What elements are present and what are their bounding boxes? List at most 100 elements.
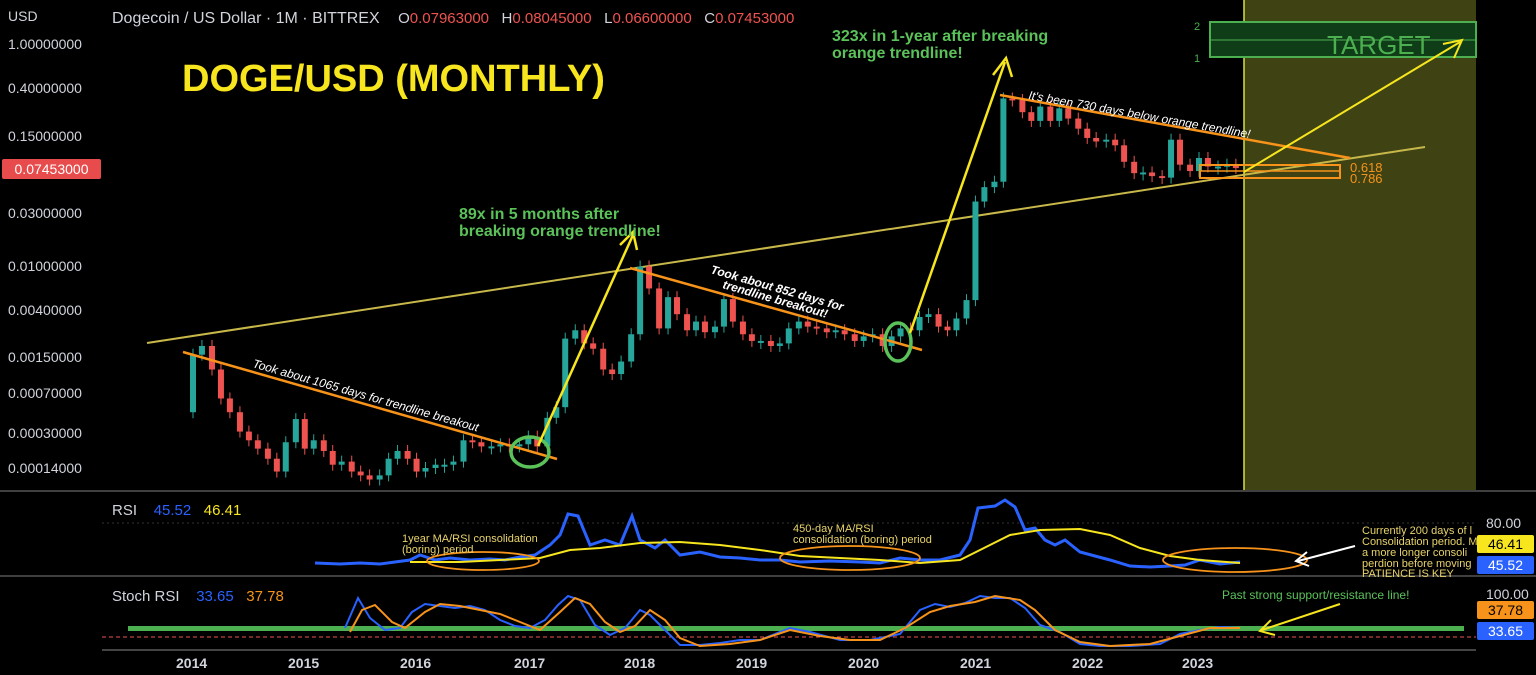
- candle-body: [972, 201, 979, 301]
- candle-body: [366, 475, 373, 480]
- candle-body: [628, 334, 635, 362]
- candle-body: [292, 419, 299, 443]
- candle-body: [813, 326, 820, 329]
- candle-body: [944, 326, 951, 331]
- candle-body: [637, 266, 644, 335]
- candle-body: [935, 314, 942, 327]
- candle-body: [712, 326, 719, 333]
- stoch-line-orange: [349, 594, 1240, 648]
- candle-body: [329, 450, 336, 465]
- x-tick: 2019: [736, 655, 767, 671]
- rsi-line-yellow: [410, 527, 1241, 565]
- candle-body: [357, 471, 364, 476]
- candle-body: [851, 334, 858, 341]
- x-tick: 2015: [288, 655, 319, 671]
- candle-body: [1187, 164, 1194, 172]
- y-tick: 0.00030000: [8, 425, 82, 441]
- candle-body: [1204, 158, 1211, 167]
- candle-body: [916, 317, 923, 331]
- y-tick: 0.40000000: [8, 80, 82, 96]
- ohlc-values: O0.07963000 H0.08045000 L0.06600000 C0.0…: [398, 10, 795, 27]
- rsi-consolidation-ellipse-2: [779, 545, 921, 571]
- chart-title: DOGE/USD (MONTHLY): [182, 58, 605, 100]
- rsi-legend[interactable]: RSI 45.52 46.41: [112, 502, 242, 519]
- rsi-annotation-2a: 450-day MA/RSI: [793, 523, 874, 535]
- candle-body: [1112, 139, 1119, 146]
- annotation-323x: 323x in 1-year after breaking orange tren…: [832, 28, 1049, 62]
- candle-body: [1103, 139, 1110, 142]
- rsi-line-blue: [314, 498, 1241, 569]
- candle-body: [767, 340, 774, 346]
- candle-body: [701, 321, 708, 333]
- candle-body: [897, 328, 904, 337]
- candle-body: [1047, 106, 1054, 121]
- candle-body: [991, 181, 998, 188]
- x-tick: 2014: [176, 655, 207, 671]
- rsi-annotation-1b: (boring) period: [402, 544, 474, 556]
- annotation-89x: 89x in 5 months after breaking orange tre…: [459, 206, 661, 240]
- fib-level-1: 1: [1194, 53, 1200, 65]
- candle-body: [497, 444, 504, 447]
- x-axis: 2014 2015 2016 2017 2018 2019 2020 2021 …: [176, 655, 1213, 671]
- rsi-annotation-1a: 1year MA/RSI consolidation: [402, 533, 538, 545]
- candle-body: [860, 336, 867, 341]
- candle-body: [776, 343, 783, 346]
- long-term-trendline: [146, 146, 1426, 344]
- candle-body: [226, 398, 233, 413]
- candle-body: [684, 314, 691, 331]
- x-tick: 2016: [400, 655, 431, 671]
- candle-body: [320, 440, 327, 451]
- candle-body: [562, 338, 569, 408]
- candle-body: [963, 300, 970, 319]
- y-tick: 0.01000000: [8, 258, 82, 274]
- candle-body: [254, 440, 261, 449]
- candle-body: [581, 330, 588, 344]
- candle-body: [665, 297, 672, 329]
- candle-body: [413, 458, 420, 472]
- breakout-circle-2020: [883, 321, 913, 363]
- candle-body: [729, 299, 736, 322]
- candle-body: [1232, 164, 1239, 169]
- rsi-note-line1: Currently 200 days of l: [1362, 525, 1472, 537]
- x-tick: 2023: [1182, 655, 1213, 671]
- rsi-note-line4: perdion before moving: [1362, 558, 1471, 570]
- candle-body: [1084, 128, 1091, 138]
- candle-body: [757, 340, 764, 343]
- candle-body: [488, 446, 495, 449]
- candle-body: [656, 288, 663, 329]
- candle-body: [804, 321, 811, 327]
- symbol-header[interactable]: Dogecoin / US Dollar · 1M · BITTREX O0.0…: [112, 10, 794, 28]
- candle-body: [646, 266, 653, 289]
- candle-body: [534, 436, 541, 447]
- candle-body: [748, 334, 755, 341]
- currency-label: USD: [8, 8, 38, 24]
- rsi-consolidation-ellipse-1: [426, 551, 540, 571]
- candle-body: [673, 297, 680, 315]
- candle-body: [441, 464, 448, 467]
- stoch-legend[interactable]: Stoch RSI 33.65 37.78: [112, 588, 284, 605]
- y-tick: 0.00150000: [8, 349, 82, 365]
- candle-body: [618, 361, 625, 375]
- candle-body: [1093, 137, 1100, 142]
- candle-body: [264, 448, 271, 459]
- candle-body: [1028, 112, 1035, 121]
- stoch-badge-orange: 37.78: [1477, 601, 1534, 619]
- candle-body: [1009, 98, 1016, 101]
- orange-trendline-3: [999, 93, 1351, 160]
- candle-body: [609, 369, 616, 375]
- orange-trendline-1: [182, 350, 558, 461]
- candle-body: [1056, 108, 1063, 121]
- candle-body: [553, 407, 560, 418]
- stoch-note-arrow: [1258, 603, 1341, 636]
- x-tick: 2020: [848, 655, 879, 671]
- candle-body: [693, 321, 699, 331]
- candle-body: [795, 321, 802, 329]
- rsi-annotation-2b: consolidation (boring) period: [793, 534, 932, 546]
- candle-body: [376, 475, 383, 480]
- candle-body: [785, 328, 792, 344]
- candle-body: [572, 330, 579, 339]
- fib-786-label: 0.786: [1350, 171, 1383, 186]
- rsi-note-line5: PATIENCE IS KEY: [1362, 568, 1455, 580]
- candle-body: [1065, 108, 1072, 119]
- candle-body: [1000, 98, 1007, 182]
